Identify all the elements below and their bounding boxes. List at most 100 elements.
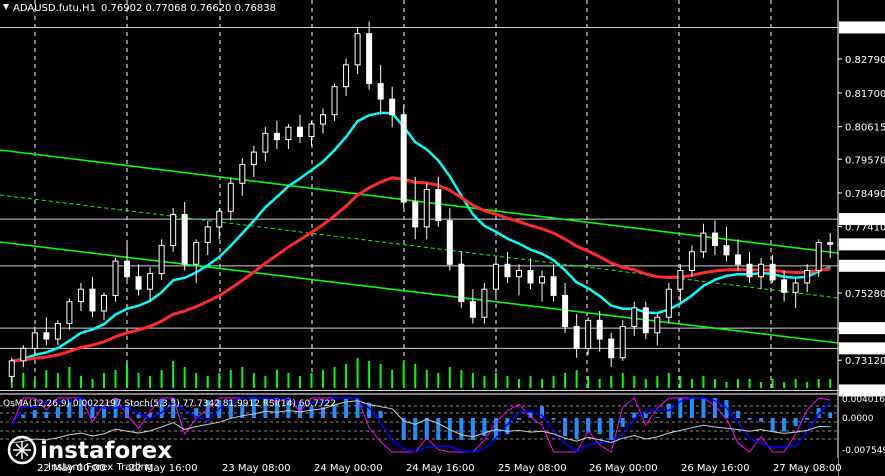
time-tick-label: 24 May 16:00 <box>406 463 475 474</box>
candle-body <box>343 64 350 88</box>
osma-bar <box>770 418 775 432</box>
candle-body <box>539 276 546 284</box>
volume-bar <box>552 376 555 388</box>
price-tick-label: 0.81700 <box>845 89 885 100</box>
osma-bar <box>805 418 810 420</box>
candle-body <box>827 241 834 245</box>
osma-bar <box>632 412 637 418</box>
osma-bar <box>159 399 164 418</box>
osma-bar <box>286 398 291 418</box>
osma-bar <box>540 406 545 418</box>
volume-bar <box>137 373 140 388</box>
volume-bar <box>506 376 509 388</box>
candle-body <box>769 263 776 281</box>
candle-body <box>435 188 442 222</box>
volume-bar <box>644 379 647 388</box>
osma-tick-label: -0.007549 <box>842 446 885 456</box>
candle-body <box>527 269 534 284</box>
osma-bar <box>194 408 199 418</box>
volume-bar <box>79 376 82 388</box>
volume-bar <box>33 379 36 388</box>
osma-bar <box>136 414 141 418</box>
price-axis: 0.83800 0.82790 0.81700 0.80615 0.79570 0.784… <box>837 0 885 476</box>
volume-bar <box>322 370 325 388</box>
indicator-subwindow <box>0 393 885 453</box>
candle-body <box>308 123 315 138</box>
volume-bar <box>690 379 693 388</box>
volume-bar <box>725 382 728 388</box>
candle-body <box>273 132 280 141</box>
osma-bar <box>148 413 153 418</box>
osma-bar <box>678 398 683 418</box>
volume-bar <box>794 379 797 388</box>
price-tick-label: 0.82790 <box>845 55 885 66</box>
candle-body <box>331 86 338 116</box>
time-tick-label: 23 May 08:00 <box>222 463 291 474</box>
volume-bar <box>598 379 601 388</box>
time-axis: 22 May 00:00 22 May 16:00 23 May 08:00 24 M… <box>0 458 842 476</box>
osma-bar <box>309 406 314 418</box>
instaforex-logo-icon <box>7 435 37 465</box>
osma-bar <box>470 418 475 440</box>
osma-bar <box>182 418 187 419</box>
price-tick-label: 0.83800 <box>845 23 885 34</box>
osma-bar <box>782 418 787 432</box>
candle-body <box>239 164 246 184</box>
candle-body <box>481 288 488 318</box>
price-tick-label: 0.75280 <box>845 289 885 300</box>
candle-body <box>792 282 799 293</box>
volume-bar <box>437 373 440 388</box>
price-tick-label: 0.79570 <box>845 155 885 166</box>
osma-bar <box>689 398 694 418</box>
osma-bar <box>493 418 498 440</box>
osma-tick-label: 0.0040163 <box>842 395 885 405</box>
osma-bar <box>574 418 579 439</box>
candle-body <box>746 263 753 278</box>
osma-bar <box>78 398 83 418</box>
volume-bar <box>91 379 94 388</box>
candle-body <box>492 263 499 290</box>
osma-bar <box>655 417 660 418</box>
volume-bar <box>287 373 290 388</box>
ohlc-values: 0.76902 0.77068 0.76620 0.76838 <box>101 3 276 14</box>
candle-body <box>458 263 465 303</box>
osma-bar <box>90 407 95 418</box>
candle-body <box>619 326 626 359</box>
volume-bar <box>379 364 382 388</box>
osma-bar <box>436 418 441 440</box>
osma-bar <box>67 400 72 418</box>
candle-body <box>550 276 557 296</box>
osma-bar <box>378 410 383 418</box>
osma-bar <box>597 418 602 435</box>
volume-bar <box>356 358 359 388</box>
volume-bar <box>264 376 267 388</box>
osma-bar <box>793 418 798 427</box>
candle-body <box>573 326 580 349</box>
level-price-box <box>839 342 885 355</box>
candle-body <box>216 210 223 228</box>
volume-bar <box>783 382 786 388</box>
osma-bar <box>747 418 752 420</box>
osma-bar <box>759 418 764 422</box>
moving-averages <box>11 111 831 363</box>
candle-body <box>227 182 234 212</box>
candle-body <box>296 126 303 138</box>
volume-bar <box>183 367 186 388</box>
candle-body <box>285 126 292 141</box>
level-price-box <box>839 322 885 335</box>
volume-bar <box>737 379 740 388</box>
time-tick-label: 26 May 16:00 <box>681 463 750 474</box>
candle-body <box>804 269 811 284</box>
candle-body <box>147 273 154 290</box>
candle-body <box>596 319 603 340</box>
osma-bar <box>712 398 717 418</box>
osma-bar <box>701 398 706 418</box>
candle-body <box>66 301 73 324</box>
candle-body <box>170 213 177 247</box>
candle-body <box>204 226 211 243</box>
level-price-label: 0.73500 <box>845 344 885 355</box>
candle-body <box>677 269 684 290</box>
ema-fast-line <box>11 111 831 363</box>
dropdown-triangle-icon[interactable] <box>3 4 9 10</box>
price-tick-label: 0.78490 <box>845 189 885 200</box>
